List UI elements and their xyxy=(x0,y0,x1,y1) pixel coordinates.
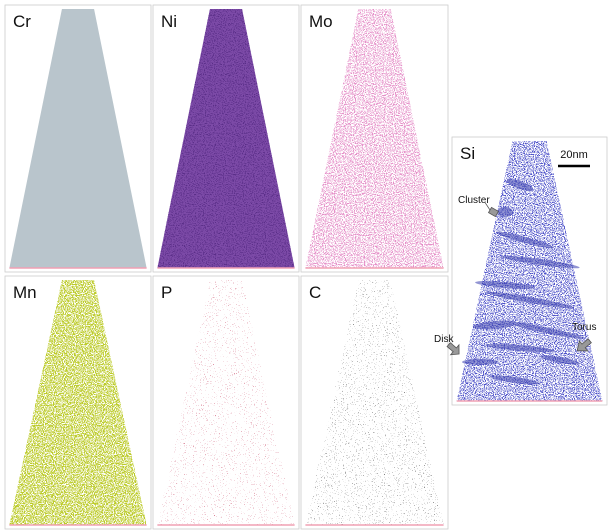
arrow xyxy=(484,202,499,218)
panels: Cr Ni Mo Mn P C Si xyxy=(4,4,608,530)
annotation: Cluster xyxy=(458,195,490,206)
streak xyxy=(490,375,540,385)
streak xyxy=(506,178,534,192)
element-label: Mn xyxy=(13,283,37,302)
si-streaks xyxy=(462,178,585,385)
streak xyxy=(475,281,535,289)
atom-cone xyxy=(157,9,295,268)
element-label: Cr xyxy=(13,12,31,31)
streak xyxy=(485,343,555,353)
atom-cone xyxy=(305,9,444,268)
annotation: Torus xyxy=(572,322,596,333)
arrow xyxy=(446,342,460,356)
streak xyxy=(473,320,517,330)
arrow xyxy=(576,338,592,352)
atom-cone xyxy=(305,280,444,525)
element-label: P xyxy=(161,283,172,302)
element-label: C xyxy=(309,283,321,302)
streak xyxy=(540,355,580,365)
atom-cone xyxy=(9,280,147,525)
streak xyxy=(497,207,513,217)
scale-label: 20nm xyxy=(560,149,588,161)
element-label: Ni xyxy=(161,12,177,31)
element-label: Si xyxy=(460,144,475,163)
streak xyxy=(496,231,554,249)
element-label: Mo xyxy=(309,12,333,31)
streak xyxy=(462,359,498,365)
streak xyxy=(485,291,575,309)
atom-cone xyxy=(157,280,295,525)
annotation: Disk xyxy=(434,334,454,345)
si-features: 20nm Cluster Disk Torus xyxy=(434,149,596,385)
streak xyxy=(505,321,585,339)
atom-cone xyxy=(9,9,147,268)
streak xyxy=(500,255,580,269)
